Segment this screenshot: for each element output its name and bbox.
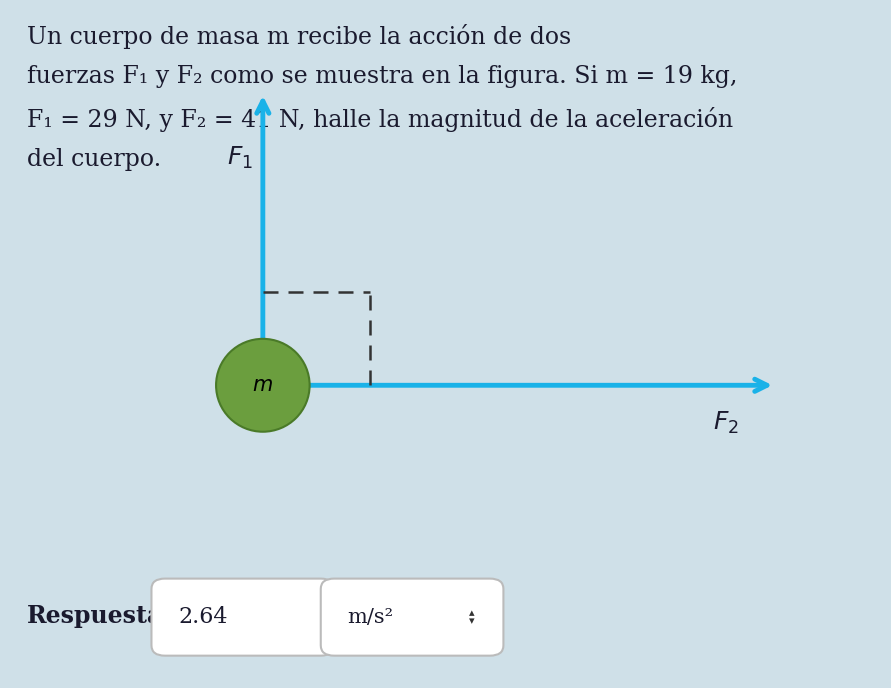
Ellipse shape [216, 338, 310, 432]
Text: del cuerpo.: del cuerpo. [27, 148, 161, 171]
Text: fuerzas F₁ y F₂ como se muestra en la figura. Si m = 19 kg,: fuerzas F₁ y F₂ como se muestra en la fi… [27, 65, 737, 88]
FancyBboxPatch shape [151, 579, 334, 656]
Text: 2.64: 2.64 [178, 606, 228, 628]
Text: $F_2$: $F_2$ [713, 410, 739, 436]
Text: m/s²: m/s² [347, 608, 394, 627]
Text: ▴
▾: ▴ ▾ [470, 608, 475, 626]
Text: F₁ = 29 N, y F₂ = 41 N, halle la magnitud de la aceleración: F₁ = 29 N, y F₂ = 41 N, halle la magnitu… [27, 107, 733, 131]
Text: $m$: $m$ [252, 376, 274, 395]
FancyBboxPatch shape [321, 579, 503, 656]
Text: $F_1$: $F_1$ [227, 145, 253, 171]
Text: Respuesta:: Respuesta: [27, 604, 171, 627]
Text: Un cuerpo de masa m recibe la acción de dos: Un cuerpo de masa m recibe la acción de … [27, 24, 571, 49]
